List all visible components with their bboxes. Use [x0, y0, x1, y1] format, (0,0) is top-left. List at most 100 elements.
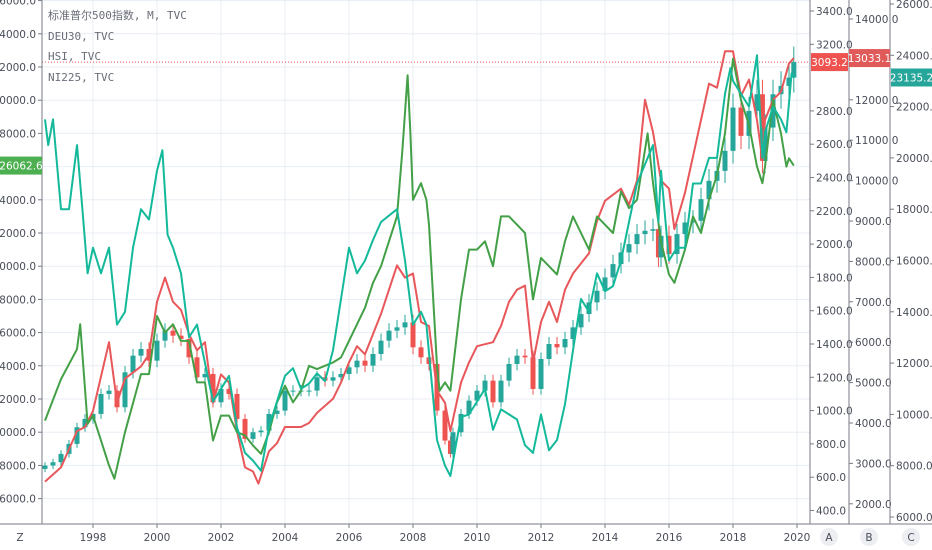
- candle-body: [642, 230, 648, 235]
- candle-body: [682, 222, 688, 235]
- time-tick-label: 2018: [720, 532, 747, 544]
- time-tick-label: 2010: [464, 532, 491, 544]
- last-value-badge-B: [849, 49, 890, 68]
- axis-b-button[interactable]: B: [865, 532, 872, 544]
- axis-tick-label: 2400.0: [816, 173, 853, 185]
- axis-tick-label: 28000.0: [0, 128, 36, 140]
- time-tick-label: 2016: [656, 532, 683, 544]
- candle-body: [162, 330, 168, 341]
- candle-body: [562, 339, 568, 348]
- candle-body: [786, 77, 792, 86]
- legend-item-ni225[interactable]: NI225, TVC: [48, 70, 115, 84]
- axis-button-bg: [820, 528, 838, 546]
- axis-tick-label: 24000.0: [0, 195, 36, 207]
- last-value-badge-left: [0, 156, 42, 175]
- axis-tick-label: 22000.0: [896, 102, 932, 114]
- candle-body: [490, 380, 496, 403]
- axis-tick-label: 3000.0: [855, 458, 892, 470]
- axis-tick-label: 12000.0: [896, 358, 932, 370]
- candle-body: [655, 229, 661, 258]
- candle-body: [690, 220, 696, 223]
- candle-body: [482, 380, 488, 391]
- candle-body: [730, 107, 736, 151]
- candle-body: [250, 432, 256, 439]
- candle-body: [594, 290, 600, 303]
- candle-body: [402, 322, 408, 328]
- candle-body: [330, 377, 336, 381]
- axis-tick-label: 22000.0: [0, 228, 36, 240]
- candle-body: [346, 367, 352, 374]
- axis-tick-label: 18000.0: [0, 294, 36, 306]
- candle-body: [58, 453, 64, 463]
- candle-body: [98, 393, 104, 414]
- last-value-label-C: 23135.2: [890, 72, 932, 84]
- candle-body: [394, 327, 400, 331]
- axis-button-bg: [902, 528, 920, 546]
- axis-a-button[interactable]: A: [825, 532, 833, 544]
- axis-tick-label: 16000.0: [0, 328, 36, 340]
- axis-tick-label: 6000.0: [855, 337, 892, 349]
- axis-tick-label: 34000.0: [0, 29, 36, 41]
- axis-tick-label: 2000.0: [816, 239, 853, 251]
- axis-c-button[interactable]: C: [907, 532, 914, 544]
- axis-tick-label: 18000.0: [896, 204, 932, 216]
- candle-body: [170, 330, 176, 336]
- time-tick-label: 2000: [144, 532, 171, 544]
- candle-body: [447, 440, 453, 454]
- candle-body: [82, 418, 88, 428]
- time-tick-label: 1998: [80, 532, 107, 544]
- axis-tick-label: 1000.0: [816, 406, 853, 418]
- candle-body: [634, 234, 640, 245]
- axis-tick-label: 20000.0: [896, 153, 932, 165]
- candle-body: [194, 357, 200, 378]
- candle-body: [466, 400, 472, 414]
- candle-body: [706, 180, 712, 200]
- axis-tick-label: 14000.0: [0, 361, 36, 373]
- axis-tick-label: 12000.0: [855, 95, 898, 107]
- plot-area: [42, 46, 810, 485]
- axis-tick-label: 10000.0: [0, 427, 36, 439]
- candle-body: [378, 340, 384, 354]
- auto-scale-button[interactable]: Z: [16, 532, 23, 544]
- axis-tick-label: 3400.0: [816, 6, 853, 18]
- candle-body: [770, 94, 776, 128]
- candle-body: [602, 277, 608, 291]
- candle-body: [354, 360, 360, 368]
- time-tick-label: 2008: [400, 532, 427, 544]
- candle-body: [554, 344, 560, 348]
- candle-body: [386, 330, 392, 341]
- axis-tick-label: 8000.0: [855, 256, 892, 268]
- axis-tick-label: 10000.0: [855, 176, 898, 188]
- candle-body: [674, 234, 680, 255]
- candle-body: [338, 373, 344, 378]
- candle-body: [530, 357, 536, 389]
- legend-item-hsi[interactable]: HSI, TVC: [48, 50, 101, 63]
- last-value-label-B: 13033.1: [848, 53, 891, 65]
- axis-tick-label: 6000.0: [896, 512, 932, 524]
- candle-body: [498, 380, 504, 403]
- axis-tick-label: 1200.0: [816, 372, 853, 384]
- legend-item-deu30[interactable]: DEU30, TVC: [48, 29, 115, 43]
- axis-tick-label: 16000.0: [896, 256, 932, 268]
- axis-tick-label: 11000.0: [855, 135, 898, 147]
- candle-body: [258, 430, 264, 433]
- legend-item-spx[interactable]: 标准普尔500指数, M, TVC: [48, 9, 187, 22]
- candle-body: [154, 340, 160, 361]
- axis-tick-label: 20000.0: [0, 261, 36, 273]
- candle-body: [658, 235, 664, 258]
- candle-body: [106, 390, 112, 394]
- series-line-hsi: [44, 57, 795, 480]
- series-line-ni225: [44, 54, 795, 477]
- legend: 标准普尔500指数, M, TVC DEU30, TVC HSI, TVC NI…: [48, 6, 187, 88]
- candle-body: [314, 377, 320, 391]
- axis-tick-label: 32000.0: [0, 62, 36, 74]
- candle-body: [130, 355, 136, 373]
- candle-body: [698, 199, 704, 221]
- axis-tick-label: 4000.0: [855, 418, 892, 430]
- time-tick-label: 2014: [592, 532, 619, 544]
- axis-tick-label: 5000.0: [855, 378, 892, 390]
- time-tick-label: 2006: [336, 532, 363, 544]
- candle-body: [290, 390, 296, 392]
- candle-body: [242, 418, 248, 439]
